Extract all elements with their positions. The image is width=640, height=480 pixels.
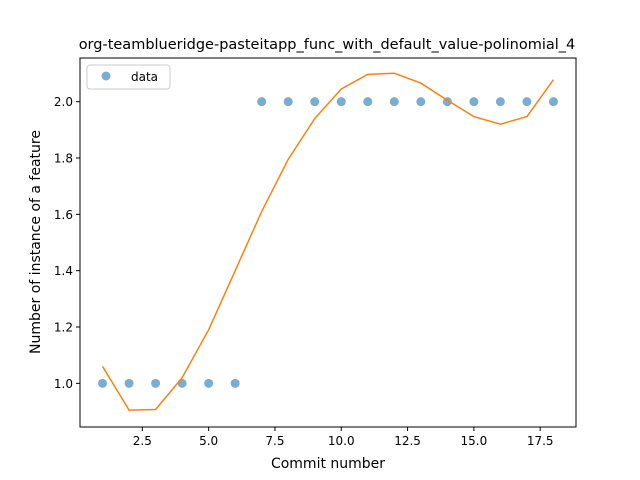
data-point <box>522 97 532 107</box>
data-point <box>416 97 426 107</box>
data-point <box>283 97 293 107</box>
fit-line <box>101 72 555 411</box>
series-layer <box>98 72 558 411</box>
chart-title: org-teamblueridge-pasteitapp_func_with_d… <box>79 37 576 53</box>
legend-label-data: data <box>131 70 158 84</box>
y-tick-label: 1.8 <box>54 151 73 165</box>
y-tick-label: 1.2 <box>54 321 73 335</box>
data-point <box>310 97 320 107</box>
x-tick-label: 7.5 <box>265 434 284 448</box>
x-tick-label: 17.5 <box>527 434 554 448</box>
y-tick-label: 1.4 <box>54 264 73 278</box>
data-point <box>257 97 267 107</box>
data-point <box>336 97 346 107</box>
x-axis: 2.5 5.0 7.5 10.0 12.5 15.0 17.5 <box>133 427 554 448</box>
data-point <box>204 378 214 388</box>
y-tick-label: 1.6 <box>54 208 73 222</box>
data-point <box>363 97 373 107</box>
x-tick-label: 12.5 <box>394 434 421 448</box>
data-point <box>389 97 399 107</box>
y-axis-label: Number of instance of a feature <box>28 130 44 354</box>
legend-marker-data <box>101 71 111 81</box>
y-axis: 1.0 1.2 1.4 1.6 1.8 2.0 <box>54 95 80 391</box>
y-tick-label: 1.0 <box>54 377 73 391</box>
x-tick-label: 15.0 <box>461 434 488 448</box>
x-axis-label: Commit number <box>271 456 385 472</box>
data-point <box>124 378 134 388</box>
data-point <box>177 378 187 388</box>
data-point <box>495 97 505 107</box>
data-point <box>98 378 108 388</box>
plot-frame <box>79 57 577 428</box>
legend: data <box>86 64 171 90</box>
x-tick-label: 5.0 <box>199 434 218 448</box>
x-tick-label: 10.0 <box>328 434 355 448</box>
data-point <box>548 97 558 107</box>
y-tick-label: 2.0 <box>54 95 73 109</box>
data-point <box>230 378 240 388</box>
legend-box <box>86 64 171 90</box>
data-point <box>151 378 161 388</box>
x-tick-label: 2.5 <box>133 434 152 448</box>
data-point <box>469 97 479 107</box>
